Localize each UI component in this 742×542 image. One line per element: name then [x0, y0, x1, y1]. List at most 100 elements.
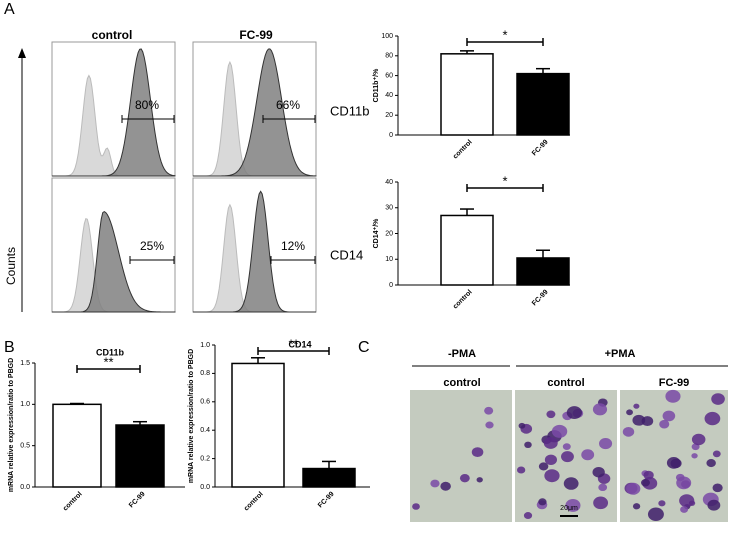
cell [592, 403, 608, 416]
bar [516, 257, 570, 286]
cell [670, 458, 682, 469]
cell [523, 512, 533, 520]
cell [518, 422, 526, 429]
cell [459, 473, 470, 483]
cell [712, 450, 721, 458]
cell [632, 414, 646, 426]
x-tick-label: control [452, 289, 474, 311]
x-tick-label: FC-99 [317, 491, 336, 510]
cell [632, 503, 641, 510]
y-tick-label: 1.0 [20, 401, 30, 408]
y-axis-label: CD11b⁺/% [373, 68, 380, 102]
axis-label: Counts [4, 247, 18, 285]
y-tick-label: 0.4 [200, 427, 210, 434]
significance: * [502, 27, 507, 42]
cell [581, 449, 595, 461]
cell [691, 433, 706, 446]
cell [544, 469, 560, 483]
histogram-stained [193, 48, 317, 177]
cell [598, 483, 608, 492]
y-tick-label: 40 [385, 179, 393, 186]
x-tick-label: FC-99 [531, 139, 550, 158]
y-tick-label: 20 [385, 230, 393, 237]
cell [524, 441, 532, 449]
column-title: FC-99 [239, 28, 273, 42]
panel-label: B [4, 339, 15, 356]
cell [471, 447, 484, 458]
chart-title: CD14 [288, 339, 311, 349]
cell [484, 406, 494, 415]
cell [665, 389, 681, 403]
x-tick-label: FC-99 [128, 491, 147, 510]
x-tick-label: control [452, 139, 474, 161]
micrograph [410, 390, 512, 522]
y-axis-label: CD14⁺/% [373, 218, 380, 249]
cell [430, 479, 440, 488]
y-tick-label: 10 [385, 256, 393, 263]
y-tick-label: 0.2 [200, 455, 210, 462]
panel-label: A [4, 1, 15, 18]
cell [679, 494, 695, 508]
cell [440, 481, 451, 491]
bar [302, 467, 356, 488]
significance: ** [103, 354, 113, 369]
bar [440, 214, 494, 286]
row-label: CD11b [330, 103, 370, 118]
cell [712, 483, 723, 493]
cell [643, 470, 654, 480]
y-tick-label: 0.8 [200, 370, 210, 377]
y-tick-label: 0.0 [200, 484, 210, 491]
bar [52, 403, 102, 488]
column-title: control [92, 28, 133, 42]
cell [566, 406, 582, 420]
cell [543, 437, 558, 449]
cell [412, 503, 420, 510]
cell [592, 466, 605, 478]
gate-percent: 12% [281, 239, 305, 253]
cell [538, 498, 547, 506]
gate-percent: 25% [140, 239, 164, 253]
group-label: +PMA [605, 348, 636, 360]
y-tick-label: 0 [389, 282, 393, 289]
y-tick-label: 1.5 [20, 360, 30, 367]
cell [626, 409, 633, 416]
column-title: FC-99 [659, 377, 690, 389]
cell [485, 421, 494, 429]
y-tick-label: 100 [381, 33, 393, 40]
cell [647, 507, 664, 522]
cell [676, 476, 692, 490]
significance: * [502, 173, 507, 188]
bar [440, 53, 494, 136]
cell [680, 506, 689, 513]
y-tick-label: 1.0 [200, 342, 210, 349]
flow-panels: 80% 66% 25% 12% [51, 41, 317, 313]
arrow-head [18, 48, 26, 58]
cell [626, 482, 641, 495]
bar [231, 362, 285, 488]
y-tick-label: 20 [385, 112, 393, 119]
bar-charts: 0 20 40 60 80 100 CD11b⁺/% control FC-99 * 0 10 20 30… [8, 27, 570, 513]
y-tick-label: 0.5 [20, 443, 30, 450]
y-tick-label: 0 [389, 132, 393, 139]
micrographs: -PMA +PMA control control FC-99 20μm [410, 348, 728, 522]
y-tick-label: 40 [385, 92, 393, 99]
scale-bar-label: 20μm [560, 505, 578, 512]
y-tick-label: 60 [385, 72, 393, 79]
cell [593, 496, 609, 510]
group-label: -PMA [448, 348, 476, 360]
y-axis-label: mRNA relative expression/ratio to PBGD [188, 349, 195, 483]
cell [538, 462, 549, 471]
y-tick-label: 80 [385, 53, 393, 60]
cell [476, 477, 483, 483]
y-tick-label: 0.6 [200, 399, 210, 406]
cell [562, 443, 571, 450]
cell [633, 403, 640, 409]
y-axis-label: mRNA relative expression/ratio to PBGD [8, 358, 15, 492]
row-label: CD14 [330, 247, 363, 262]
cell [599, 438, 613, 450]
chart-title: CD11b [96, 347, 125, 357]
gate-percent: 66% [276, 98, 300, 112]
cell [561, 451, 574, 463]
gate-percent: 80% [135, 98, 159, 112]
